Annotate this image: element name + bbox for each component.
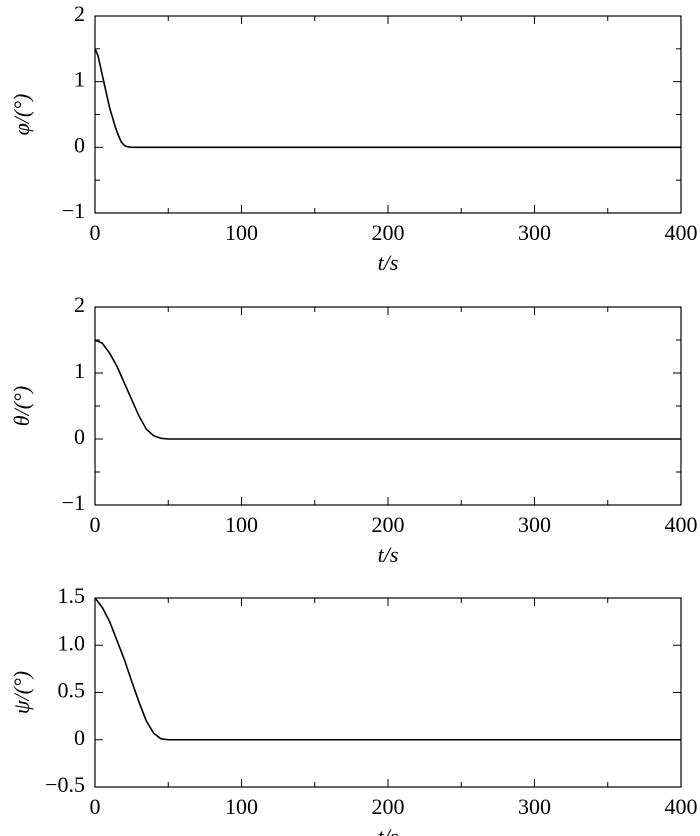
x-tick-label: 300 — [518, 512, 551, 537]
plot-frame — [94, 15, 682, 214]
y-tick-label: −0.5 — [45, 772, 85, 797]
plot-frame — [94, 597, 682, 788]
y-tick-label: −1 — [62, 198, 85, 223]
x-tick-label: 100 — [225, 512, 258, 537]
x-axis-label: t/s — [378, 542, 399, 567]
x-tick-label: 0 — [90, 220, 101, 245]
x-tick-label: 100 — [225, 794, 258, 819]
x-tick-label: 100 — [225, 220, 258, 245]
data-line — [94, 48, 681, 149]
data-line — [94, 597, 681, 741]
y-tick-label: 1 — [74, 67, 85, 92]
x-tick-label: 400 — [665, 220, 698, 245]
y-axis-label: θ/(°) — [9, 386, 34, 426]
x-axis-label: t/s — [378, 250, 399, 275]
data-line — [94, 339, 681, 440]
y-tick-label: 1.0 — [58, 630, 86, 655]
y-axis-label: φ/(°) — [9, 94, 34, 136]
y-tick-label: 0.5 — [58, 678, 86, 703]
y-tick-label: 0 — [74, 132, 85, 157]
y-tick-label: −1 — [62, 490, 85, 515]
y-tick-label: 2 — [74, 292, 85, 317]
y-tick-label: 0 — [74, 424, 85, 449]
x-tick-label: 400 — [665, 512, 698, 537]
plot-frame — [94, 306, 682, 506]
x-tick-label: 200 — [372, 794, 405, 819]
x-tick-label: 0 — [90, 512, 101, 537]
x-tick-label: 200 — [372, 220, 405, 245]
y-tick-label: 1.5 — [58, 583, 86, 608]
x-tick-label: 200 — [372, 512, 405, 537]
x-tick-label: 300 — [518, 794, 551, 819]
x-tick-label: 0 — [90, 794, 101, 819]
x-tick-label: 400 — [665, 794, 698, 819]
y-tick-label: 1 — [74, 358, 85, 383]
x-tick-label: 300 — [518, 220, 551, 245]
y-axis-label: ψ/(°) — [9, 671, 34, 714]
y-tick-label: 0 — [74, 725, 85, 750]
x-axis-label: t/s — [378, 824, 399, 836]
y-tick-label: 2 — [74, 1, 85, 26]
